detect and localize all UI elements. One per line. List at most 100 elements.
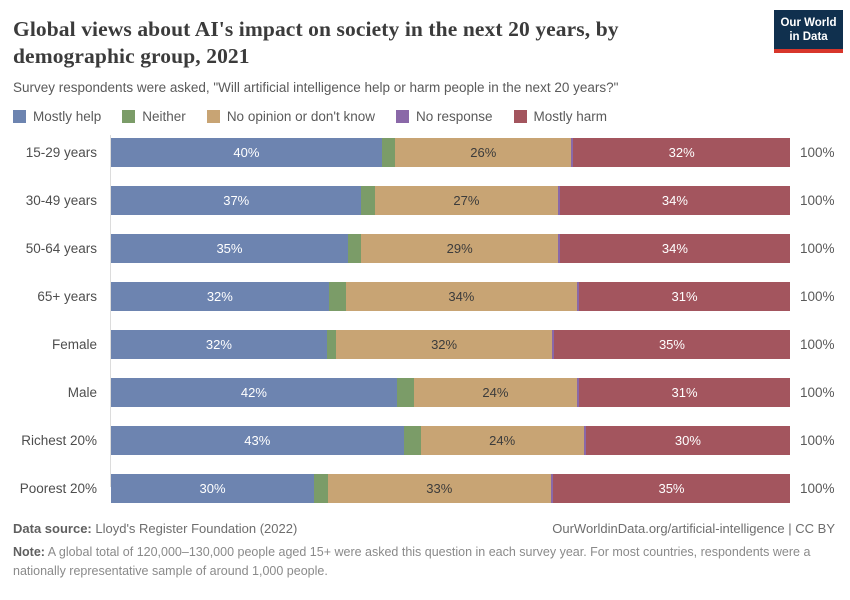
segment-value-label: 34% — [661, 241, 688, 256]
legend-label: No response — [415, 109, 493, 124]
bar-segment: 35% — [553, 330, 790, 359]
bar-segment — [583, 426, 586, 455]
bar-segment — [326, 330, 337, 359]
data-source-text: Lloyd's Register Foundation (2022) — [95, 521, 298, 536]
bar-segment: 24% — [413, 378, 578, 407]
bar-segment: 35% — [553, 474, 790, 503]
bar-segment: 35% — [111, 234, 348, 263]
row-total-label: 100% — [800, 241, 835, 256]
bar-segment: 30% — [111, 474, 315, 503]
bar-segment: 32% — [573, 138, 790, 167]
title-line-2: demographic group, 2021 — [13, 44, 250, 68]
bar-segment: 34% — [559, 186, 790, 215]
bar-segment — [577, 378, 580, 407]
bar-segment — [361, 186, 375, 215]
legend-swatch-icon — [122, 110, 136, 123]
segment-value-label: 37% — [223, 193, 250, 208]
row-total-label: 100% — [800, 337, 835, 352]
segment-value-label: 43% — [244, 433, 271, 448]
bar-segment — [314, 474, 328, 503]
stacked-bar: 43% 24% 30% — [111, 426, 790, 455]
bar-row: Male 42% 24% 31% 100% — [13, 378, 835, 407]
chart-legend: Mostly help Neither No opinion or don't kn… — [13, 109, 835, 124]
bar-segment: 31% — [579, 282, 790, 311]
bar-segment — [551, 474, 554, 503]
legend-item: No response — [395, 109, 493, 124]
bar-segment: 37% — [111, 186, 362, 215]
segment-value-label: 29% — [446, 241, 473, 256]
legend-swatch-icon — [513, 110, 527, 123]
stacked-bar: 40% 26% 32% — [111, 138, 790, 167]
segment-value-label: 32% — [431, 337, 458, 352]
bar-segment — [557, 186, 560, 215]
row-total-label: 100% — [800, 289, 835, 304]
segment-value-label: 35% — [658, 337, 685, 352]
segment-value-label: 35% — [658, 481, 685, 496]
owid-logo-line-2: in Data — [789, 30, 828, 43]
owid-logo[interactable]: Our World in Data — [774, 10, 843, 53]
category-label: Female — [51, 337, 97, 352]
bar-segment — [347, 234, 362, 263]
bar-segment — [403, 426, 421, 455]
stacked-bar: 30% 33% 35% — [111, 474, 790, 503]
segment-value-label: 32% — [205, 337, 232, 352]
data-source: Data source: Lloyd's Register Foundation… — [13, 521, 297, 536]
bar-segment: 30% — [585, 426, 790, 455]
category-label: 50-64 years — [25, 241, 97, 256]
legend-item: Neither — [122, 109, 186, 124]
segment-value-label: 24% — [489, 433, 516, 448]
bar-segment: 43% — [111, 426, 404, 455]
bar-segment: 31% — [579, 378, 790, 407]
bar-segment — [381, 138, 396, 167]
stacked-bar: 32% 32% 35% — [111, 330, 790, 359]
bar-segment: 27% — [375, 186, 558, 215]
bar-segment — [551, 330, 554, 359]
y-axis-line — [110, 135, 111, 487]
bar-segment — [577, 282, 580, 311]
owid-logo-line-1: Our World — [780, 17, 837, 29]
data-source-label: Data source: — [13, 521, 92, 536]
source-row: Data source: Lloyd's Register Foundation… — [13, 521, 835, 536]
bar-segment — [328, 282, 346, 311]
bar-segment: 32% — [336, 330, 552, 359]
legend-swatch-icon — [395, 110, 409, 123]
segment-value-label: 26% — [470, 145, 497, 160]
row-total-label: 100% — [800, 385, 835, 400]
segment-value-label: 32% — [206, 289, 233, 304]
category-label: 15-29 years — [25, 145, 97, 160]
category-label: 65+ years — [37, 289, 97, 304]
legend-label: No opinion or don't know — [226, 109, 375, 124]
legend-swatch-icon — [206, 110, 220, 123]
bar-row: Richest 20% 43% 24% 30% 100% — [13, 426, 835, 455]
bar-row: 15-29 years 40% 26% 32% 100% — [13, 138, 835, 167]
row-total-label: 100% — [800, 433, 835, 448]
chart-rows: 15-29 years 40% 26% 32% 100% 30-49 years 37% 27… — [13, 138, 835, 503]
bar-segment — [396, 378, 414, 407]
segment-value-label: 34% — [448, 289, 475, 304]
segment-value-label: 24% — [482, 385, 509, 400]
legend-item: Mostly harm — [513, 109, 607, 124]
bar-row: 65+ years 32% 34% 31% 100% — [13, 282, 835, 311]
legend-label: Neither — [142, 109, 186, 124]
category-label: Poorest 20% — [19, 481, 97, 496]
row-total-label: 100% — [800, 481, 835, 496]
legend-label: Mostly help — [33, 109, 102, 124]
bar-segment: 26% — [395, 138, 572, 167]
stacked-bar: 37% 27% 34% — [111, 186, 790, 215]
bar-row: 30-49 years 37% 27% 34% 100% — [13, 186, 835, 215]
bar-row: 50-64 years 35% 29% 34% 100% — [13, 234, 835, 263]
row-total-label: 100% — [800, 193, 835, 208]
bar-segment: 24% — [420, 426, 584, 455]
chart-note: Note: A global total of 120,000–130,000 … — [13, 543, 813, 582]
chart-subtitle: Survey respondents were asked, "Will art… — [13, 80, 619, 95]
segment-value-label: 33% — [426, 481, 453, 496]
bar-segment: 32% — [111, 282, 329, 311]
stacked-bar-chart: 15-29 years 40% 26% 32% 100% 30-49 years 37% 27… — [13, 135, 835, 503]
stacked-bar: 35% 29% 34% — [111, 234, 790, 263]
segment-value-label: 34% — [661, 193, 688, 208]
bar-row: Poorest 20% 30% 33% 35% 100% — [13, 474, 835, 503]
category-label: Richest 20% — [21, 433, 97, 448]
segment-value-label: 30% — [199, 481, 226, 496]
attribution-link[interactable]: OurWorldinData.org/artificial-intelligen… — [552, 521, 835, 536]
